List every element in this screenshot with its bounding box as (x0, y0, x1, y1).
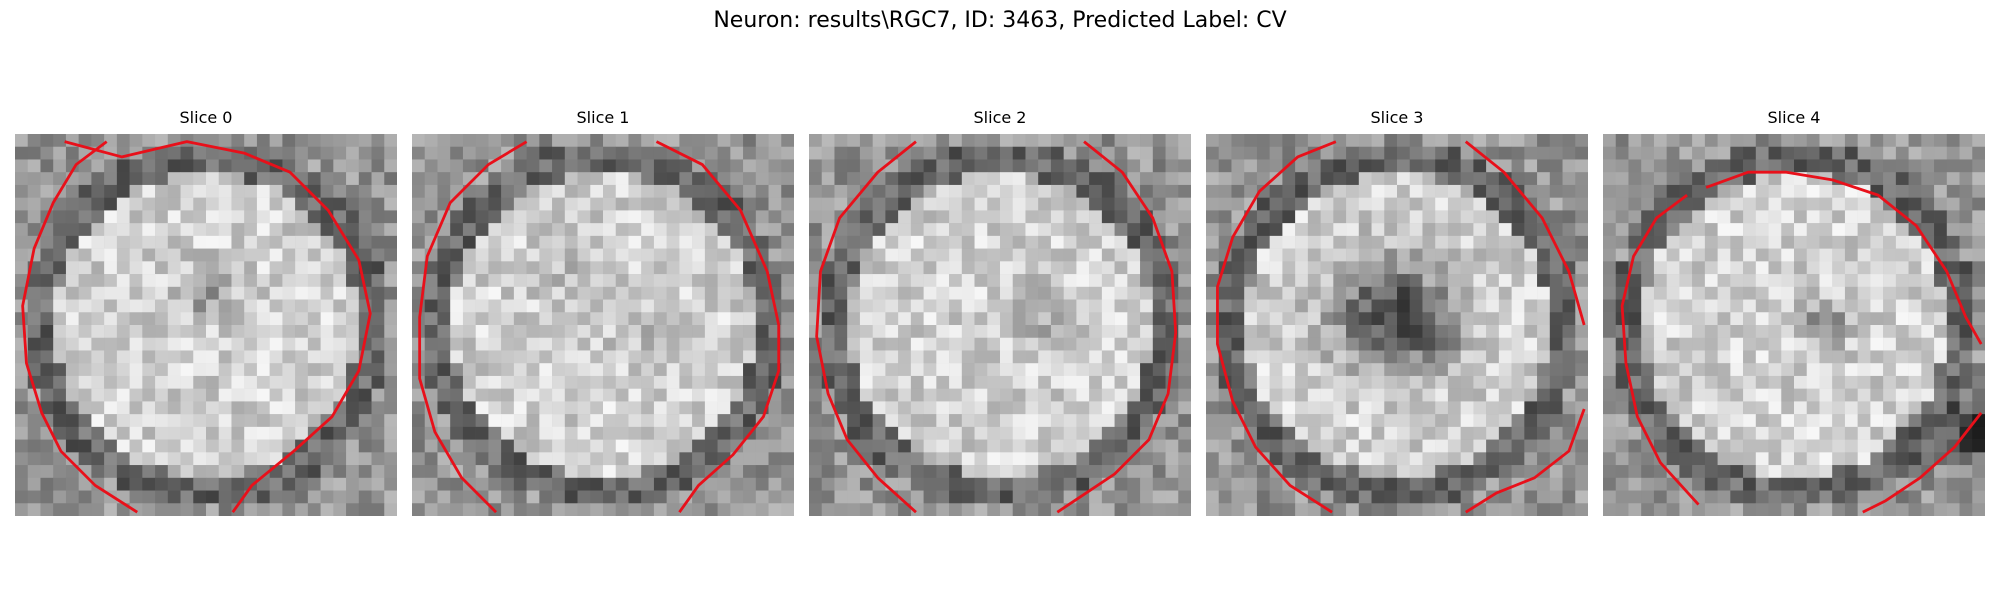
slice-image (15, 134, 397, 516)
slice-title: Slice 1 (576, 108, 630, 127)
segmentation-contour (815, 140, 917, 514)
segmentation-contour (1464, 140, 1586, 326)
slice-panel-0: Slice 0 (15, 108, 397, 516)
segmentation-contour (21, 140, 138, 514)
segmentation-contour (1705, 170, 1983, 345)
segmentation-contour (1465, 408, 1586, 514)
slice-title: Slice 2 (973, 108, 1027, 127)
slice-panel-3: Slice 3 (1206, 108, 1588, 516)
segmentation-contour (1056, 140, 1178, 514)
slice-panel-1: Slice 1 (412, 108, 794, 516)
slice-panel-2: Slice 2 (809, 108, 1191, 516)
segmentation-contour (1862, 412, 1983, 514)
slice-title: Slice 3 (1370, 108, 1424, 127)
segmentation-contour (418, 140, 528, 514)
slice-image (1603, 134, 1985, 516)
slice-image (809, 134, 1191, 516)
slice-image (1206, 134, 1588, 516)
slice-panel-4: Slice 4 (1603, 108, 1985, 516)
slice-image (412, 134, 794, 516)
segmentation-contour (1216, 140, 1337, 514)
segmentation-contour (1620, 193, 1700, 506)
slice-title: Slice 4 (1767, 108, 1821, 127)
segmentation-contour (64, 140, 372, 513)
slice-title: Slice 0 (179, 108, 233, 127)
figure-title: Neuron: results\RGC7, ID: 3463, Predicte… (713, 8, 1287, 33)
segmentation-contour (655, 140, 781, 513)
